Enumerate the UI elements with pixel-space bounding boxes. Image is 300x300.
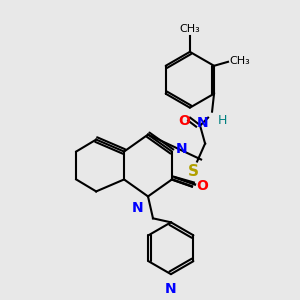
Text: N: N — [196, 116, 208, 130]
Text: N: N — [176, 142, 188, 155]
Text: N: N — [131, 201, 143, 215]
Text: N: N — [165, 282, 177, 296]
Text: CH₃: CH₃ — [229, 56, 250, 66]
Text: H: H — [218, 114, 227, 127]
Text: S: S — [188, 164, 199, 178]
Text: CH₃: CH₃ — [179, 24, 200, 34]
Text: O: O — [196, 179, 208, 194]
Text: O: O — [178, 114, 190, 128]
